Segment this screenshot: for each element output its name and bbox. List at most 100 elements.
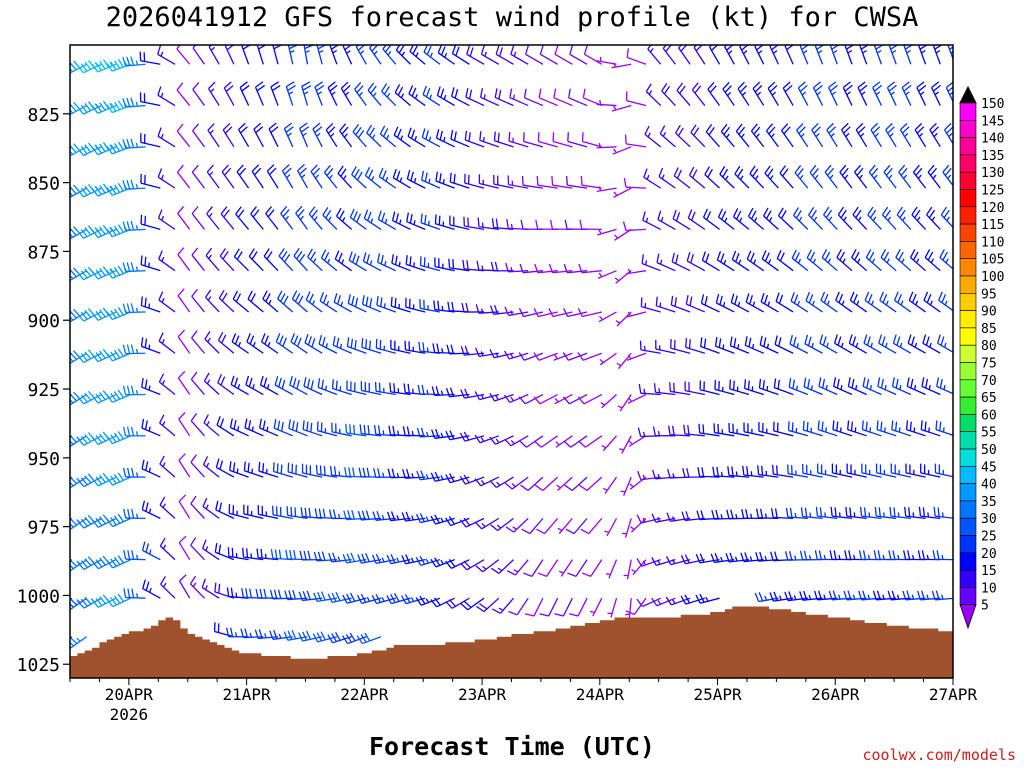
wind-barb	[715, 293, 735, 313]
wind-barb	[70, 435, 73, 439]
wind-barb	[123, 467, 146, 478]
wind-barb	[782, 81, 794, 106]
wind-barb	[460, 559, 485, 571]
wind-barb	[710, 553, 735, 564]
wind-barb	[159, 414, 176, 437]
wind-barb	[314, 81, 325, 106]
wind-barb	[361, 295, 382, 313]
wind-barb	[141, 377, 161, 396]
wind-barb	[653, 383, 676, 396]
legend-label: 5	[981, 599, 989, 614]
wind-barb	[637, 470, 661, 481]
wind-barb	[177, 329, 191, 354]
wind-barb	[122, 179, 146, 190]
wind-barb	[759, 335, 779, 354]
legend-swatch	[959, 258, 977, 277]
wind-barb	[756, 508, 779, 520]
wind-barb	[909, 249, 926, 272]
wind-barb	[626, 48, 647, 65]
wind-barb	[142, 579, 161, 599]
wind-barb	[875, 463, 897, 478]
legend-swatch	[959, 500, 977, 519]
wind-barb	[141, 541, 161, 561]
wind-barb	[552, 132, 573, 148]
wind-barb	[275, 333, 294, 354]
legend-label: 150	[981, 97, 1004, 112]
wind-barb	[567, 559, 588, 577]
wind-barb	[191, 288, 205, 313]
wind-barb	[589, 597, 603, 617]
wind-barb	[446, 344, 470, 355]
wind-barb	[536, 175, 558, 189]
wind-barb	[435, 171, 455, 189]
wind-barb	[605, 559, 618, 579]
wind-barb	[322, 207, 338, 230]
wind-barb	[406, 169, 426, 189]
wind-barb	[356, 632, 382, 645]
wind-barb	[430, 597, 455, 608]
wind-barb	[672, 209, 691, 230]
wind-barb	[217, 374, 235, 396]
wind-barb	[577, 307, 602, 318]
wind-barb	[106, 431, 132, 445]
wind-barb	[863, 334, 882, 354]
wind-barb	[764, 165, 779, 189]
legend-swatch	[959, 292, 977, 311]
wind-barb	[614, 228, 632, 241]
wind-barb	[665, 556, 691, 566]
wind-barb	[651, 557, 676, 567]
wind-barb	[394, 84, 411, 107]
wind-barb	[139, 51, 161, 65]
wind-barb	[670, 338, 691, 354]
wind-barb	[491, 218, 514, 231]
wind-barb	[870, 122, 882, 148]
wind-barb	[106, 513, 132, 528]
wind-barb	[402, 468, 426, 479]
wind-barb	[846, 463, 867, 478]
wind-barb	[178, 453, 191, 478]
wind-barb	[656, 253, 676, 272]
wind-barb	[518, 393, 544, 405]
wind-barb	[627, 393, 647, 404]
wind-barb	[569, 45, 588, 65]
legend-swatch	[959, 535, 977, 554]
wind-barb	[489, 392, 514, 402]
wind-barb	[449, 215, 470, 231]
wind-barb	[475, 347, 499, 358]
wind-barb	[157, 86, 176, 107]
wind-barb	[661, 82, 676, 106]
wind-barb	[681, 511, 705, 522]
wind-barb	[917, 590, 941, 601]
wind-barb	[206, 206, 220, 230]
y-tick-label: 875	[27, 242, 60, 263]
wind-barb	[878, 334, 897, 354]
legend-label: 115	[981, 218, 1004, 233]
wind-barb	[880, 249, 897, 272]
wind-barb	[554, 393, 573, 405]
wind-barb	[537, 132, 558, 148]
wind-barb	[253, 122, 264, 148]
wind-barb	[391, 211, 411, 230]
wind-barb	[667, 425, 691, 437]
wind-barb	[421, 128, 441, 148]
wind-barb	[354, 82, 367, 106]
wind-barb	[283, 122, 294, 148]
wind-barb	[920, 420, 941, 437]
wind-barb	[372, 510, 396, 521]
wind-barb	[343, 510, 367, 521]
legend-label: 110	[981, 235, 1004, 250]
wind-barb	[615, 311, 632, 327]
wind-barb	[804, 334, 823, 354]
wind-barb	[892, 334, 912, 354]
wind-barb	[923, 291, 941, 313]
wind-barb	[744, 336, 764, 354]
wind-barb	[562, 352, 588, 361]
legend-swatch	[959, 310, 977, 329]
wind-barb	[645, 83, 662, 107]
wind-barb	[682, 468, 705, 478]
wind-barb	[361, 338, 382, 354]
wind-barb	[357, 552, 382, 564]
wind-barb	[895, 249, 912, 272]
wind-barb	[831, 463, 853, 478]
wind-barb	[70, 267, 88, 282]
